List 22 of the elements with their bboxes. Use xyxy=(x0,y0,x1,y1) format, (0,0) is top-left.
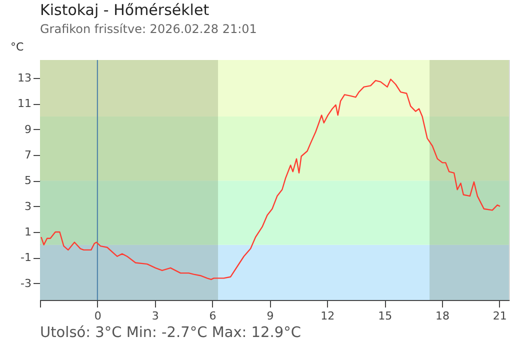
chart-title: Kistokaj - Hőmérséklet xyxy=(40,1,210,19)
y-axis-title: °C xyxy=(10,40,24,54)
x-tick-label: 21 xyxy=(492,310,507,322)
text: Utolsó: 3°C Min: -2.7°C Max: 12.9°C xyxy=(40,325,301,341)
x-tick-label: 3 xyxy=(152,310,159,322)
x-tick-label: 12 xyxy=(320,310,335,322)
line-series xyxy=(40,78,501,280)
y-tick-label: 1 xyxy=(24,225,32,238)
y-tick-label: 3 xyxy=(24,200,32,213)
y-tick-label: 5 xyxy=(24,174,32,188)
chart-subtitle: Grafikon frissítve: 2026.02.28 21:01 xyxy=(40,22,257,36)
y-tick-label: 13 xyxy=(18,71,32,84)
y-tick-label: -3 xyxy=(20,276,32,290)
x-tick-label: 0 xyxy=(94,310,102,322)
y-tick-label: -1 xyxy=(20,251,32,264)
y-tick-label: 9 xyxy=(24,122,32,136)
x-tick-label: 15 xyxy=(378,310,392,322)
y-tick-label: 11 xyxy=(18,97,32,110)
x-tick-label: 9 xyxy=(266,310,274,322)
y-tick-label: 7 xyxy=(24,148,32,162)
x-tick-label: 18 xyxy=(436,310,450,322)
x-tick-label: 6 xyxy=(209,310,216,322)
